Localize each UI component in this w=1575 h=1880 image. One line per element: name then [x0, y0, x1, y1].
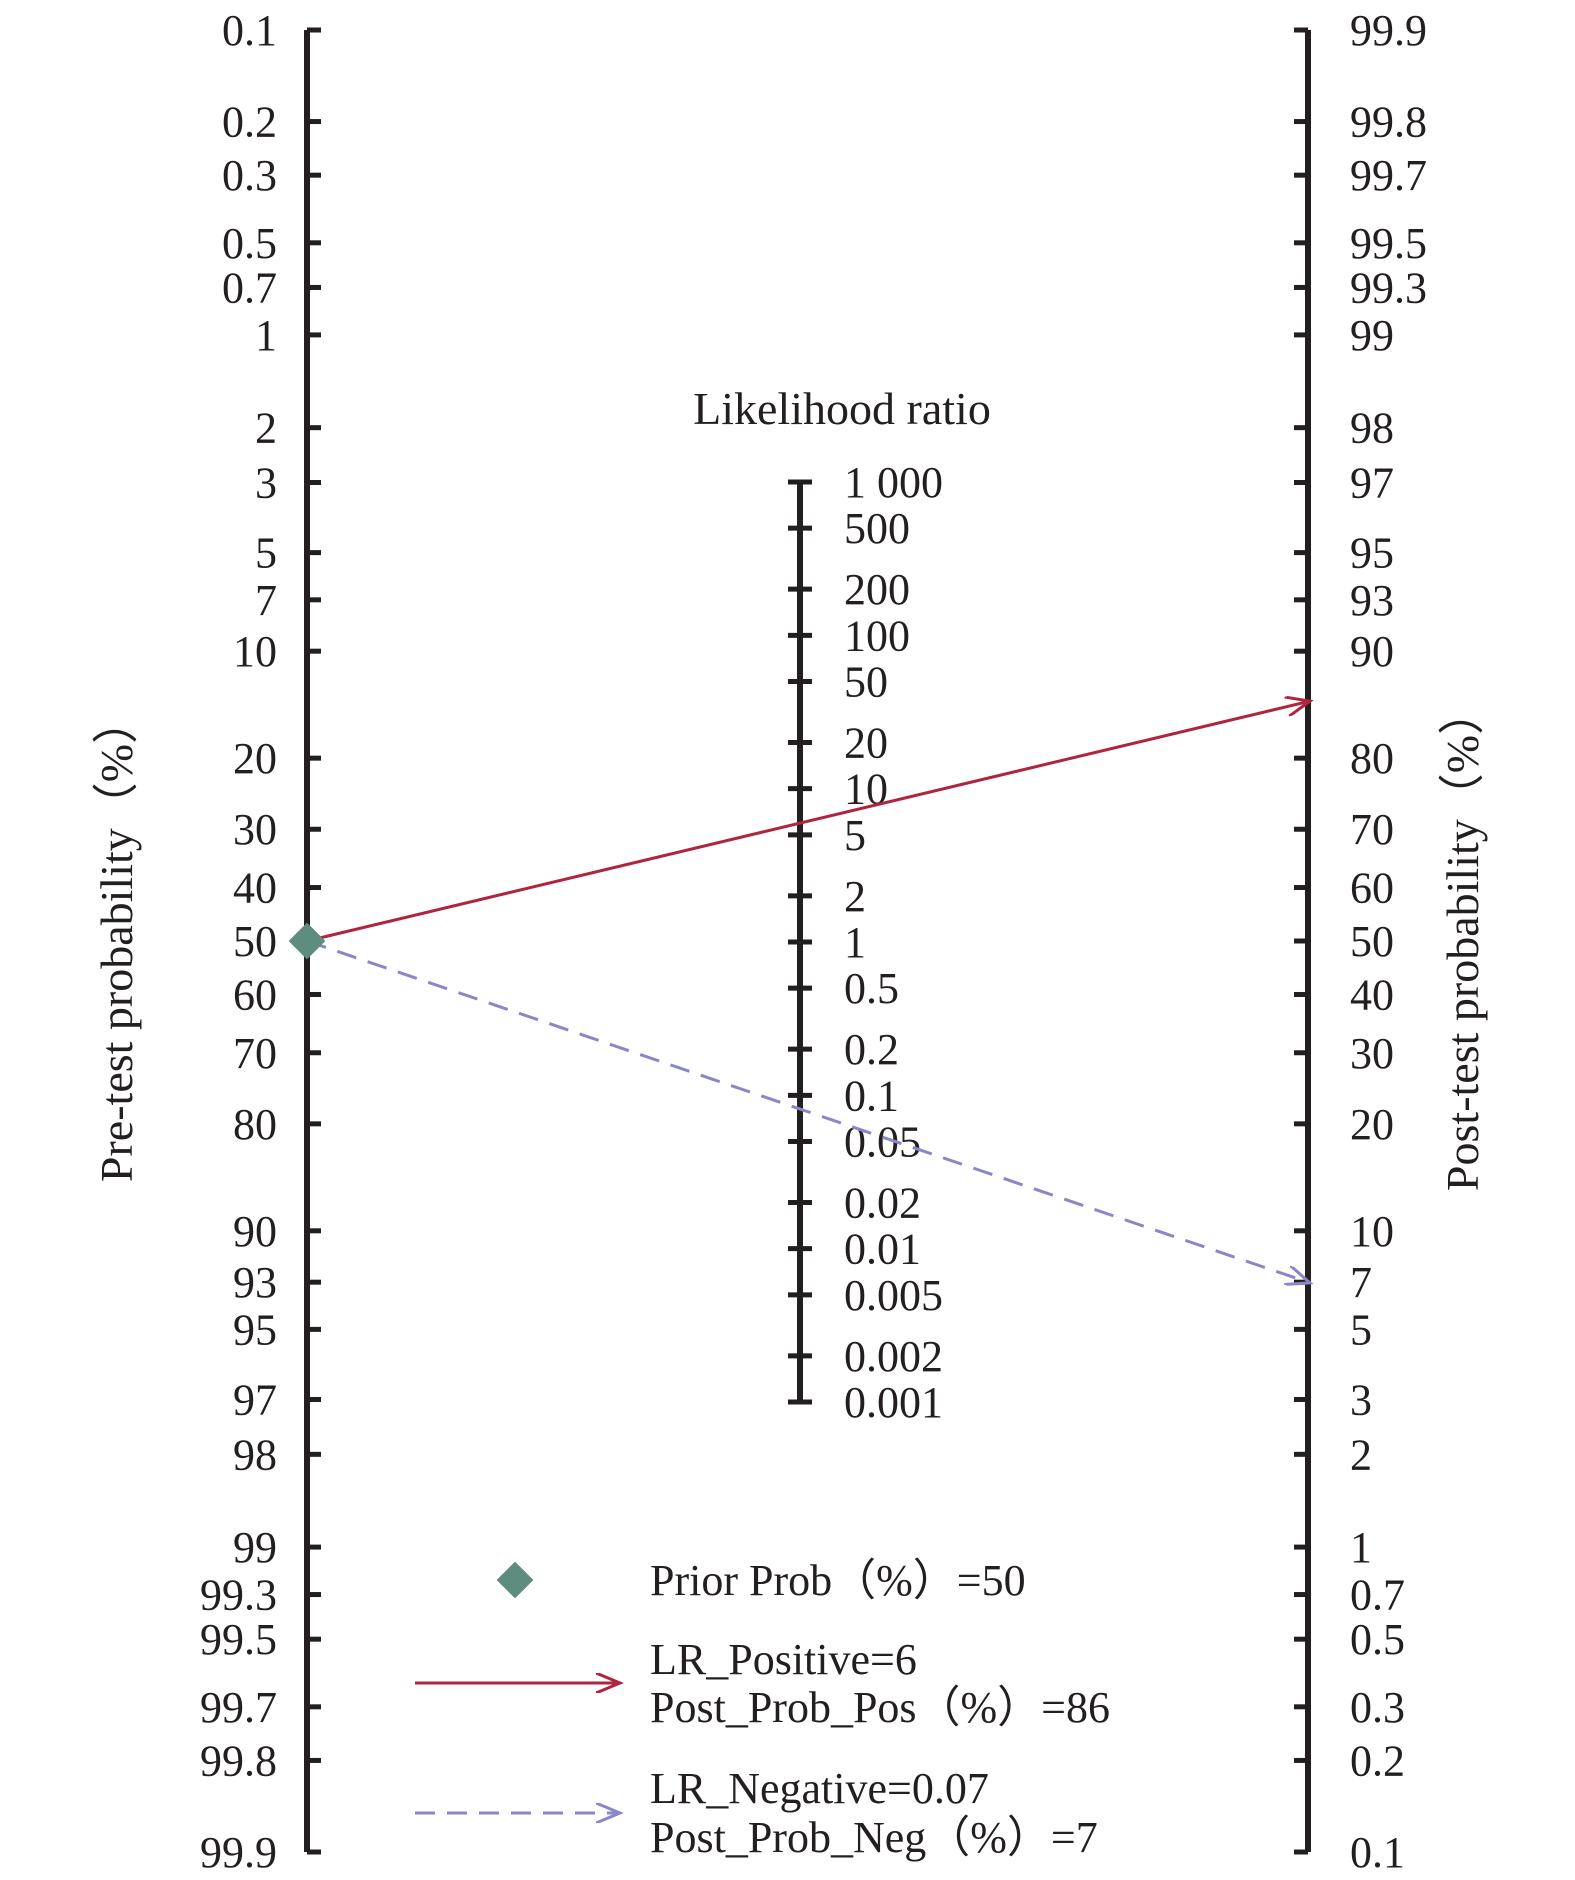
posttest-tick-label: 95	[1350, 529, 1394, 578]
posttest-axis: 99.999.899.799.599.399989795939080706050…	[1294, 6, 1427, 1877]
posttest-tick-label: 0.5	[1350, 1615, 1405, 1664]
lr-tick-label: 0.002	[844, 1332, 943, 1381]
pretest-tick-label: 93	[233, 1258, 277, 1307]
posttest-tick-label: 70	[1350, 805, 1394, 854]
posttest-tick-label: 93	[1350, 576, 1394, 625]
legend-negative-post: Post_Prob_Neg（%）=7	[650, 1813, 1098, 1862]
pretest-tick-label: 95	[233, 1305, 277, 1354]
pretest-tick-label: 5	[255, 529, 277, 578]
lr-tick-label: 50	[844, 657, 888, 706]
posttest-tick-label: 99.7	[1350, 151, 1427, 200]
pretest-tick-label: 90	[233, 1207, 277, 1256]
pretest-tick-label: 99.8	[200, 1736, 277, 1785]
legend-prior-text: Prior Prob（%）=50	[650, 1556, 1026, 1605]
pretest-tick-label: 0.2	[222, 98, 277, 147]
lr-tick-label: 200	[844, 565, 910, 614]
lr-tick-label: 1	[844, 918, 866, 967]
pretest-tick-label: 0.1	[222, 6, 277, 55]
lr-tick-label: 0.1	[844, 1071, 899, 1120]
pretest-tick-label: 1	[255, 311, 277, 360]
negative-lr-line	[306, 939, 1308, 1282]
prior-probability-marker	[288, 922, 326, 960]
lr-tick-label: 0.2	[844, 1025, 899, 1074]
posttest-tick-label: 3	[1350, 1375, 1372, 1424]
lr-tick-label: 500	[844, 504, 910, 553]
posttest-tick-label: 0.3	[1350, 1683, 1405, 1732]
pretest-tick-label: 98	[233, 1430, 277, 1479]
pretest-tick-label: 0.3	[222, 151, 277, 200]
lr-tick-label: 100	[844, 611, 910, 660]
legend-negative-lr: LR_Negative=0.07	[650, 1764, 989, 1813]
posttest-tick-label: 7	[1350, 1258, 1372, 1307]
posttest-tick-label: 2	[1350, 1430, 1372, 1479]
posttest-tick-label: 97	[1350, 459, 1394, 508]
pretest-tick-label: 60	[233, 970, 277, 1019]
pretest-tick-label: 99.9	[200, 1828, 277, 1877]
posttest-tick-label: 99.3	[1350, 263, 1427, 312]
legend-prior-marker	[496, 1561, 534, 1599]
posttest-tick-label: 99.8	[1350, 98, 1427, 147]
posttest-tick-label: 60	[1350, 864, 1394, 913]
posttest-tick-label: 10	[1350, 1207, 1394, 1256]
posttest-tick-label: 98	[1350, 404, 1394, 453]
pretest-tick-label: 7	[255, 576, 277, 625]
posttest-tick-label: 1	[1350, 1523, 1372, 1572]
pretest-tick-label: 50	[233, 917, 277, 966]
posttest-tick-label: 30	[1350, 1029, 1394, 1078]
pretest-tick-label: 0.5	[222, 219, 277, 268]
pretest-tick-label: 70	[233, 1029, 277, 1078]
pretest-tick-label: 99.3	[200, 1571, 277, 1620]
pretest-tick-label: 99	[233, 1523, 277, 1572]
lr-tick-label: 0.05	[844, 1117, 921, 1166]
pretest-tick-label: 30	[233, 805, 277, 854]
pretest-tick-label: 3	[255, 459, 277, 508]
legend: Prior Prob（%）=50 LR_Positive=6 Post_Prob…	[415, 1556, 1110, 1862]
lr-tick-label: 1 000	[844, 458, 943, 507]
positive-lr-line	[306, 702, 1308, 943]
posttest-tick-label: 99	[1350, 311, 1394, 360]
posttest-tick-label: 99.5	[1350, 219, 1427, 268]
lr-tick-label: 0.01	[844, 1225, 921, 1274]
lr-tick-label: 0.5	[844, 964, 899, 1013]
lr-axis-title: Likelihood ratio	[693, 383, 991, 434]
pretest-axis-title: Pre-test probability（%）	[91, 698, 142, 1182]
posttest-tick-label: 5	[1350, 1305, 1372, 1354]
lr-tick-label: 10	[844, 765, 888, 814]
posttest-tick-label: 50	[1350, 917, 1394, 966]
posttest-tick-label: 99.9	[1350, 6, 1427, 55]
lr-tick-label: 0.02	[844, 1179, 921, 1228]
lr-tick-label: 20	[844, 719, 888, 768]
posttest-tick-label: 80	[1350, 734, 1394, 783]
lr-tick-label: 0.001	[844, 1378, 943, 1427]
lr-tick-label: 0.005	[844, 1271, 943, 1320]
posttest-tick-label: 0.1	[1350, 1828, 1405, 1877]
pretest-tick-label: 99.7	[200, 1683, 277, 1732]
legend-positive-lr: LR_Positive=6	[650, 1635, 917, 1684]
pretest-tick-label: 80	[233, 1100, 277, 1149]
posttest-tick-label: 20	[1350, 1100, 1394, 1149]
pretest-tick-label: 10	[233, 627, 277, 676]
pretest-tick-label: 99.5	[200, 1615, 277, 1664]
posttest-tick-label: 90	[1350, 627, 1394, 676]
legend-positive-post: Post_Prob_Pos（%）=86	[650, 1683, 1110, 1732]
pretest-tick-label: 40	[233, 864, 277, 913]
pretest-tick-label: 0.7	[222, 263, 277, 312]
pretest-tick-label: 97	[233, 1375, 277, 1424]
pretest-tick-label: 2	[255, 404, 277, 453]
pretest-tick-label: 20	[233, 734, 277, 783]
posttest-tick-label: 0.7	[1350, 1571, 1405, 1620]
posttest-tick-label: 0.2	[1350, 1736, 1405, 1785]
lr-tick-label: 5	[844, 811, 866, 860]
lr-tick-label: 2	[844, 872, 866, 921]
posttest-axis-title: Post-test probability（%）	[1437, 689, 1488, 1191]
posttest-tick-label: 40	[1350, 970, 1394, 1019]
